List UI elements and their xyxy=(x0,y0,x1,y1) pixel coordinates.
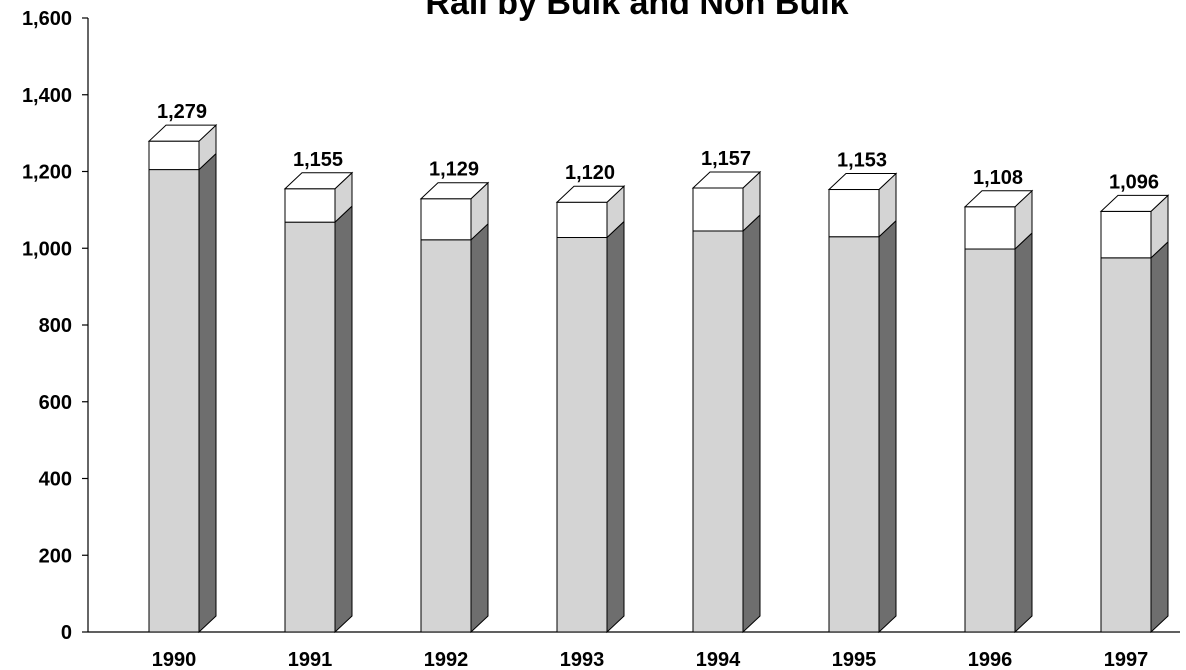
bar-bulk-side xyxy=(1014,231,1033,634)
x-tick-label: 1990 xyxy=(152,649,197,670)
bar-nonbulk-front xyxy=(420,198,472,241)
y-tick-label: 1,400 xyxy=(22,85,72,107)
bar-top-face xyxy=(283,172,354,190)
bar-top-face xyxy=(419,182,490,200)
bar-bulk-front xyxy=(692,230,744,633)
bar-nonbulk-front xyxy=(828,189,880,238)
x-tick-label: 1993 xyxy=(560,649,605,670)
bar-top-face xyxy=(691,171,762,189)
bar-bulk-front xyxy=(828,236,880,633)
chart-title: Rail by Bulk and Non Bulk xyxy=(425,0,848,22)
bar-total-label: 1,108 xyxy=(973,167,1023,189)
x-tick-label: 1997 xyxy=(1104,649,1149,670)
bar-bulk-front xyxy=(148,169,200,633)
bar-1990 xyxy=(147,124,218,634)
bar-1997 xyxy=(1099,194,1170,634)
bar-total-label: 1,157 xyxy=(701,148,751,170)
bar-nonbulk-front xyxy=(1100,210,1152,259)
bar-total-label: 1,120 xyxy=(565,162,615,184)
bar-total-label: 1,279 xyxy=(157,101,207,123)
bar-bulk-side xyxy=(606,220,625,634)
x-tick-label: 1991 xyxy=(288,649,333,670)
y-tick-label: 1,200 xyxy=(22,162,72,184)
bar-total-label: 1,153 xyxy=(837,150,887,172)
bar-nonbulk-front xyxy=(556,201,608,239)
bar-top-face xyxy=(555,185,626,203)
bar-1991 xyxy=(283,171,354,634)
bar-1995 xyxy=(827,172,898,634)
y-axis: 0 200 400 600 800 1,000 1,200 1,400 1,600 xyxy=(22,8,89,644)
y-tick-label: 200 xyxy=(39,545,72,567)
bar-nonbulk-front xyxy=(148,140,200,171)
y-tick-label: 400 xyxy=(39,469,72,491)
bar-nonbulk-front xyxy=(692,187,744,232)
bar-nonbulk-front xyxy=(964,206,1016,250)
bar-bulk-side xyxy=(878,219,897,634)
bar-top-face xyxy=(827,173,898,191)
bar-1992 xyxy=(419,181,490,634)
bar-nonbulk-front xyxy=(284,188,336,223)
y-tick-label: 800 xyxy=(39,315,72,337)
bar-bulk-front xyxy=(284,221,336,633)
bar-bulk-front xyxy=(420,239,472,633)
bar-1993 xyxy=(555,185,626,634)
y-tick-label: 600 xyxy=(39,392,72,414)
x-tick-label: 1995 xyxy=(832,649,877,670)
bar-bulk-side xyxy=(198,152,217,634)
bar-total-label: 1,096 xyxy=(1109,171,1159,193)
x-axis: 1990 1991 1992 1993 1994 1995 1996 1997 xyxy=(88,631,1180,670)
y-tick-label: 0 xyxy=(61,622,72,644)
x-tick-label: 1996 xyxy=(968,649,1013,670)
bar-1996 xyxy=(963,189,1034,634)
x-tick-label: 1994 xyxy=(696,649,741,670)
bar-bulk-side xyxy=(742,213,761,634)
bar-bulk-front xyxy=(964,248,1016,633)
bar-bulk-side xyxy=(470,222,489,634)
bar-bulk-side xyxy=(1150,240,1169,634)
y-tick-label: 1,000 xyxy=(22,238,72,260)
bar-top-face xyxy=(147,124,218,142)
bars-group xyxy=(147,124,1170,634)
bar-1994 xyxy=(691,170,762,634)
value-labels-group: 1,279 1,155 1,129 1,120 1,157 1,153 1,108 1,096 xyxy=(157,101,1159,193)
x-tick-label: 1992 xyxy=(424,649,469,670)
bar-top-face xyxy=(963,190,1034,208)
bar-bulk-front xyxy=(1100,257,1152,633)
bar-total-label: 1,155 xyxy=(293,149,343,171)
y-tick-label: 1,600 xyxy=(22,8,72,30)
bar-top-face xyxy=(1099,194,1170,212)
bar-bulk-side xyxy=(334,204,353,634)
bar-total-label: 1,129 xyxy=(429,159,479,181)
bar-bulk-front xyxy=(556,237,608,633)
